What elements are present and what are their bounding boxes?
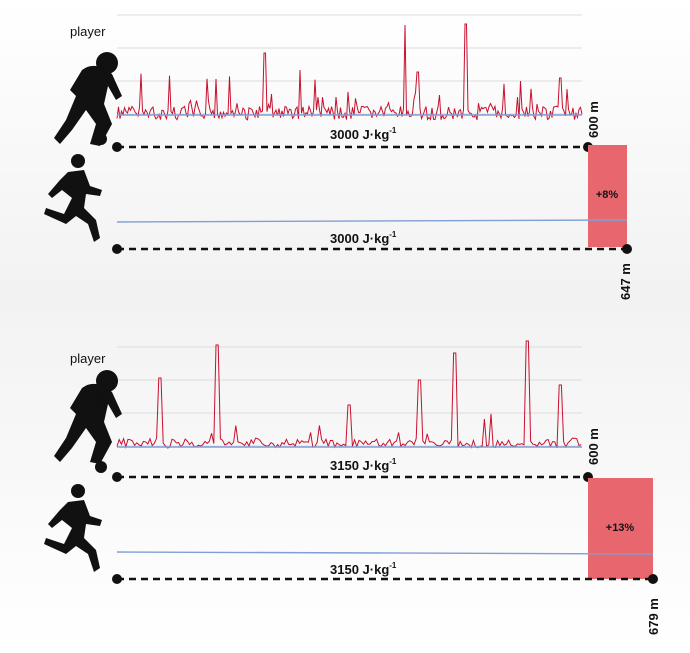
soccer-player-icon [54, 370, 122, 473]
panel-a-player-start-dot [112, 142, 122, 152]
panel-b-player-start-dot [112, 472, 122, 482]
panel-a-runner-end-dot [622, 244, 632, 254]
panel-a-increase-label: +8% [596, 189, 619, 201]
panel-a-signal-trace [116, 23, 583, 121]
panel-a-letter: A [92, 60, 108, 85]
panel-b-runner-baseline [116, 551, 654, 555]
panel-b-runner-end-dot [648, 574, 658, 584]
panel-a-player-label: player [70, 24, 106, 39]
panel-b-distance-runner: 679 m [646, 598, 661, 635]
panel-b-distance-player: 600 m [586, 428, 601, 465]
panel-a-energy-top: 3000 J·kg-1 [330, 126, 397, 142]
panel-a-distance-runner: 647 m [618, 263, 633, 300]
panel-b-increase-bar [588, 478, 653, 579]
panel-b-energy-bottom: 3150 J·kg-1 [330, 561, 397, 577]
panel-b-increase-label: +13% [606, 522, 635, 534]
panel-a-distance-player: 600 m [586, 101, 601, 138]
runner-icon [44, 154, 102, 242]
panel-b-grid [117, 346, 582, 447]
panel-a-runner-start-dot [112, 244, 122, 254]
panel-b-energy-top: 3150 J·kg-1 [330, 457, 397, 473]
panel-a-increase-bar [588, 145, 627, 247]
panel-a: player A 600 m 3000 J·kg-1 +8% 3000 J·kg… [44, 14, 633, 300]
panel-a-energy-bottom: 3000 J·kg-1 [330, 230, 397, 246]
panel-b-letter: B [92, 388, 108, 413]
panel-b-runner-start-dot [112, 574, 122, 584]
panel-b-player-label: player [70, 351, 106, 366]
soccer-player-icon [54, 52, 122, 146]
panel-a-runner-baseline [116, 219, 628, 223]
panel-a-grid [117, 14, 582, 115]
panel-b: player B 600 m 3150 J·kg-1 +13% 3150 J·k… [44, 340, 661, 635]
runner-icon [44, 484, 102, 572]
